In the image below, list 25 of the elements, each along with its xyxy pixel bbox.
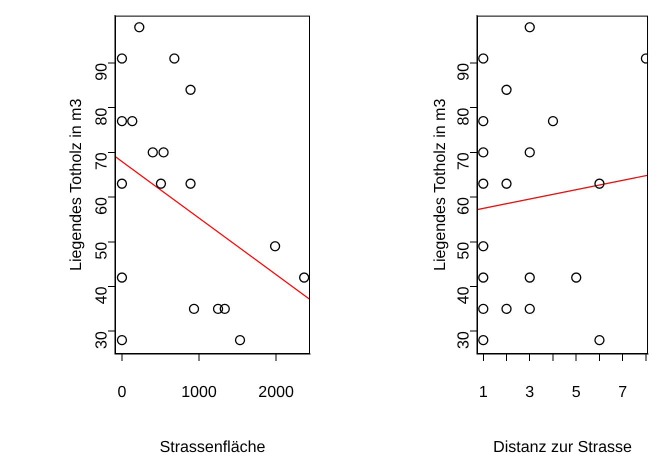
y-tick-label: 80: [93, 108, 110, 126]
y-tick-label: 30: [93, 331, 110, 349]
x-tick-label: 7: [618, 384, 628, 402]
y-tick-label: 90: [93, 62, 110, 81]
x-tick-label: 5: [572, 384, 581, 402]
y-tick-label: 80: [455, 108, 472, 126]
y-axis-title: Liegendes Totholz in m3: [432, 98, 450, 271]
y-axis-title: Liegendes Totholz in m3: [68, 98, 86, 271]
y-tick-label: 40: [455, 286, 472, 304]
y-tick-label: 50: [455, 242, 472, 260]
y-tick-label: 40: [93, 286, 110, 304]
x-tick-label: 1000: [181, 384, 217, 402]
y-tick-label: 30: [455, 331, 472, 349]
x-tick-label: 2000: [258, 384, 294, 402]
y-tick-label: 70: [455, 152, 472, 170]
y-tick-label: 90: [455, 62, 472, 81]
y-tick-label: 50: [93, 242, 110, 260]
x-axis-title: Strassenfläche: [160, 438, 266, 456]
x-axis-title: Distanz zur Strasse: [493, 438, 632, 456]
x-tick-label: 1: [478, 384, 488, 402]
x-tick-label: 0: [117, 384, 126, 402]
y-tick-label: 70: [93, 152, 110, 170]
y-tick-label: 60: [455, 196, 472, 215]
y-tick-label: 60: [93, 196, 110, 215]
x-tick-label: 3: [525, 384, 534, 402]
